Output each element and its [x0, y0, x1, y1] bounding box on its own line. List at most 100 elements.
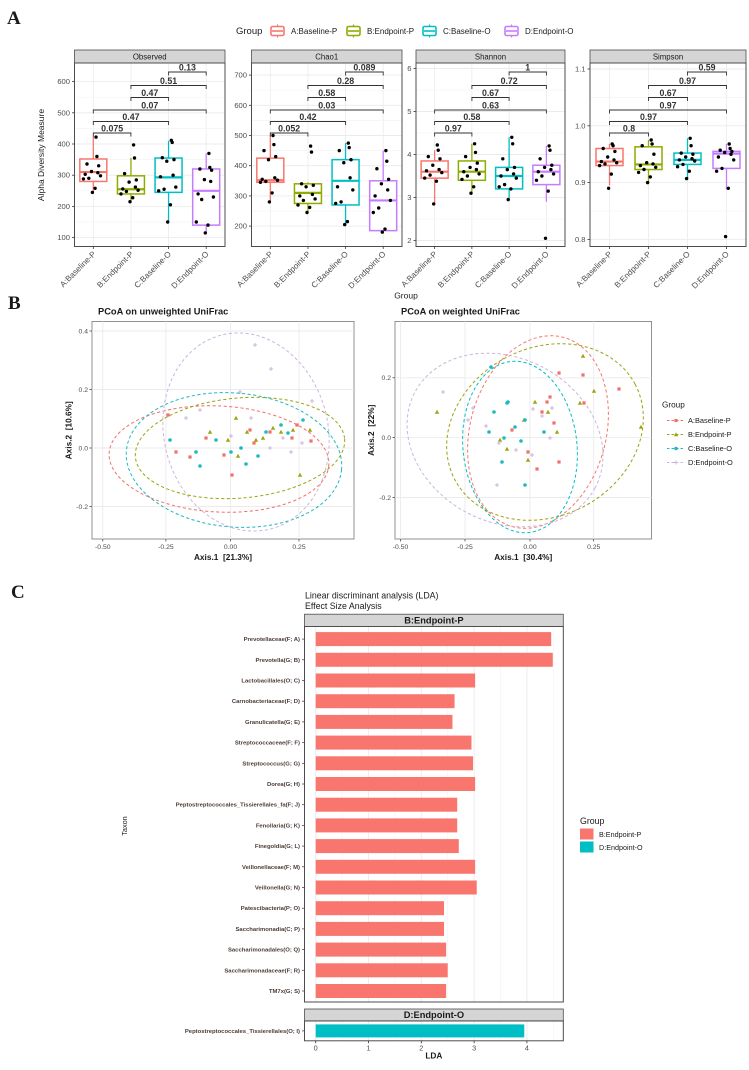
svg-text:200: 200 [57, 202, 70, 211]
svg-text:0.67: 0.67 [659, 88, 676, 98]
svg-text:Chao1: Chao1 [315, 53, 338, 62]
svg-text:0.089: 0.089 [353, 63, 375, 73]
svg-text:0.9: 0.9 [575, 178, 586, 187]
svg-text:0.51: 0.51 [160, 76, 177, 86]
svg-text:0.25: 0.25 [587, 544, 600, 551]
svg-text:Simpson: Simpson [653, 53, 683, 62]
svg-text:100: 100 [57, 233, 70, 242]
svg-text:0.13: 0.13 [179, 63, 196, 73]
svg-text:LDA: LDA [425, 1050, 442, 1060]
svg-text:Finegoldia(G; L): Finegoldia(G; L) [255, 844, 300, 850]
svg-text:A:Baseline-P: A:Baseline-P [688, 416, 731, 425]
svg-text:Prevotella(G; B): Prevotella(G; B) [255, 658, 300, 664]
svg-text:1.1: 1.1 [575, 65, 586, 74]
svg-text:0.00: 0.00 [523, 544, 536, 551]
svg-text:0.4: 0.4 [79, 328, 89, 335]
svg-text:0.72: 0.72 [501, 76, 518, 86]
svg-text:0.8: 0.8 [623, 124, 635, 134]
svg-text:Prevotellaceae(F; A): Prevotellaceae(F; A) [244, 637, 300, 643]
svg-text:500: 500 [234, 131, 247, 140]
svg-text:B:Endpoint-P: B:Endpoint-P [688, 430, 732, 439]
svg-text:0.59: 0.59 [698, 63, 715, 73]
svg-text:0.58: 0.58 [463, 112, 480, 122]
svg-text:5: 5 [407, 107, 411, 116]
svg-text:0.07: 0.07 [141, 101, 158, 111]
svg-text:Saccharimonadaceae(F; R): Saccharimonadaceae(F; R) [224, 968, 300, 974]
svg-text:2: 2 [407, 236, 411, 245]
svg-text:Shannon: Shannon [475, 53, 506, 62]
svg-text:Group: Group [236, 26, 262, 37]
svg-text:0.2: 0.2 [79, 387, 89, 394]
svg-text:0.97: 0.97 [659, 101, 676, 111]
svg-text:3: 3 [472, 1043, 476, 1052]
svg-text:Axis.2 [22%]: Axis.2 [22%] [366, 404, 376, 455]
svg-text:Lactobacillales(O; C): Lactobacillales(O; C) [241, 679, 300, 685]
svg-text:Axis.1 [30.4%]: Axis.1 [30.4%] [494, 552, 552, 562]
svg-text:-0.25: -0.25 [457, 544, 473, 551]
svg-text:0.00: 0.00 [224, 544, 237, 551]
svg-text:0.0: 0.0 [79, 445, 89, 452]
svg-text:Group: Group [662, 401, 685, 410]
svg-text:300: 300 [234, 191, 247, 200]
svg-text:0.052: 0.052 [278, 124, 300, 134]
svg-text:Axis.1 [21.3%]: Axis.1 [21.3%] [194, 552, 252, 562]
svg-text:0.42: 0.42 [299, 112, 316, 122]
svg-text:C:Baseline-O: C:Baseline-O [443, 27, 491, 36]
svg-text:-0.2: -0.2 [379, 495, 391, 502]
svg-text:1.0: 1.0 [575, 121, 586, 130]
svg-text:0.63: 0.63 [482, 101, 499, 111]
svg-text:Saccharimonadales(O; Q): Saccharimonadales(O; Q) [228, 948, 300, 954]
svg-text:PCoA on unweighted UniFrac: PCoA on unweighted UniFrac [98, 307, 228, 317]
svg-text:0.58: 0.58 [318, 88, 335, 98]
svg-text:Dorea(G; H): Dorea(G; H) [267, 782, 300, 788]
svg-text:Alpha Diversity Measure: Alpha Diversity Measure [36, 109, 46, 201]
svg-text:Axis.2 [10.6%]: Axis.2 [10.6%] [64, 401, 74, 459]
svg-text:Fenollaria(G; K): Fenollaria(G; K) [256, 823, 300, 829]
svg-text:0.25: 0.25 [292, 544, 305, 551]
svg-text:400: 400 [234, 161, 247, 170]
svg-text:Linear discriminant analysis (: Linear discriminant analysis (LDA) [305, 591, 439, 601]
svg-text:B:Endpoint-P: B:Endpoint-P [599, 830, 642, 839]
svg-text:1: 1 [366, 1043, 370, 1052]
svg-text:C: C [11, 582, 25, 603]
svg-text:-0.50: -0.50 [95, 544, 111, 551]
svg-text:200: 200 [234, 222, 247, 231]
svg-text:0.47: 0.47 [141, 88, 158, 98]
svg-text:-0.2: -0.2 [76, 504, 88, 511]
svg-text:Peptostreptococcales_Tissierel: Peptostreptococcales_Tissierellales_fa(F… [176, 803, 300, 809]
svg-text:0.8: 0.8 [575, 235, 586, 244]
svg-text:0.97: 0.97 [640, 112, 657, 122]
svg-text:Carnobacteriaceae(F; D): Carnobacteriaceae(F; D) [232, 699, 300, 705]
svg-text:0.97: 0.97 [679, 76, 696, 86]
svg-text:600: 600 [57, 77, 70, 86]
svg-text:-0.25: -0.25 [158, 544, 174, 551]
svg-text:Taxon: Taxon [120, 816, 129, 835]
svg-text:2: 2 [419, 1043, 423, 1052]
svg-text:6: 6 [407, 64, 411, 73]
svg-text:0.47: 0.47 [122, 112, 139, 122]
svg-text:Peptostreptococcales_Tissierel: Peptostreptococcales_Tissierellales(O; I… [185, 1029, 300, 1035]
svg-text:0.03: 0.03 [318, 101, 335, 111]
svg-text:D:Endpoint-O: D:Endpoint-O [688, 458, 733, 467]
svg-text:D:Endpoint-O: D:Endpoint-O [525, 27, 573, 36]
svg-text:PCoA on weighted UniFrac: PCoA on weighted UniFrac [401, 307, 520, 317]
svg-text:Group: Group [580, 816, 605, 826]
svg-text:D:Endpoint-O: D:Endpoint-O [404, 1010, 464, 1020]
svg-text:300: 300 [57, 171, 70, 180]
svg-text:Granulicatella(G; E): Granulicatella(G; E) [245, 720, 300, 726]
svg-text:Veillonella(G; N): Veillonella(G; N) [255, 886, 300, 892]
svg-text:A:Baseline-P: A:Baseline-P [291, 27, 337, 36]
svg-text:0.2: 0.2 [382, 375, 392, 382]
svg-text:B:Endpoint-P: B:Endpoint-P [367, 27, 414, 36]
svg-text:B: B [8, 293, 21, 314]
svg-text:TM7x(G; S): TM7x(G; S) [269, 989, 300, 995]
svg-text:0.28: 0.28 [337, 76, 354, 86]
svg-text:0.0: 0.0 [382, 435, 392, 442]
svg-text:400: 400 [57, 140, 70, 149]
svg-text:-0.50: -0.50 [393, 544, 409, 551]
svg-text:Streptococcaceae(F; F): Streptococcaceae(F; F) [235, 741, 300, 747]
svg-text:0.075: 0.075 [101, 124, 123, 134]
svg-text:Patescibacteria(P; O): Patescibacteria(P; O) [241, 906, 300, 912]
svg-text:A: A [7, 8, 21, 29]
svg-text:B:Endpoint-P: B:Endpoint-P [404, 616, 463, 626]
